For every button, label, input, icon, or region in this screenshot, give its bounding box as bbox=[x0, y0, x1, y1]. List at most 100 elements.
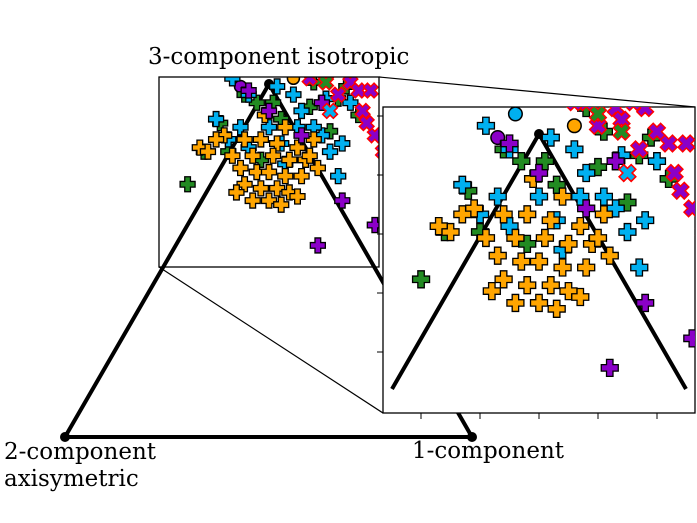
inset-point-x-90 bbox=[647, 122, 667, 142]
inset-point-plus-46 bbox=[541, 211, 560, 230]
inset-point-plus-51 bbox=[559, 234, 578, 254]
inset-point-plus-5 bbox=[554, 82, 571, 99]
inset-ticks bbox=[377, 115, 658, 419]
main-point-plus-55 bbox=[260, 163, 278, 181]
vertex-left bbox=[60, 432, 70, 442]
inset-point-plus-47 bbox=[571, 216, 590, 236]
inset-point-plus-44 bbox=[494, 205, 513, 224]
inset-point-x-86 bbox=[623, 107, 643, 112]
main-point-plus-81 bbox=[260, 102, 278, 120]
vertex-right bbox=[467, 432, 477, 442]
inset-point-x-92 bbox=[677, 134, 695, 153]
zoom-region-box bbox=[158, 76, 380, 268]
barycentric-triangle bbox=[63, 82, 474, 439]
inset-vertex-top bbox=[534, 129, 544, 139]
inset-content bbox=[390, 70, 695, 390]
main-point-plus-59 bbox=[252, 180, 270, 197]
main-point-plus-62 bbox=[244, 192, 261, 209]
main-point-plus-66 bbox=[207, 131, 225, 148]
inset-point-plus-68 bbox=[553, 187, 572, 206]
inset-point-plus-3 bbox=[542, 70, 559, 87]
inset-point-plus-60 bbox=[541, 276, 560, 295]
inset-point-plus-30 bbox=[529, 187, 549, 206]
inset-point-x-84 bbox=[576, 107, 596, 112]
main-point-plus-79 bbox=[309, 237, 326, 254]
inset-point-plus-66 bbox=[453, 205, 472, 224]
inset-point-plus-63 bbox=[529, 293, 549, 313]
inset-point-x-103 bbox=[618, 163, 637, 183]
main-point-plus-54 bbox=[248, 163, 265, 181]
inset-point-plus-36 bbox=[635, 211, 655, 230]
inset-point-plus-80 bbox=[500, 134, 519, 153]
inset-point-plus-49 bbox=[506, 228, 525, 248]
main-point-plus-58 bbox=[236, 176, 253, 193]
inset-point-plus-77 bbox=[683, 329, 695, 348]
inset-point-plus-54 bbox=[512, 252, 531, 271]
inset-point-plus-69 bbox=[588, 228, 608, 248]
main-point-x-91 bbox=[350, 82, 367, 99]
main-point-circle-1 bbox=[286, 77, 301, 86]
main-point-plus-30 bbox=[260, 119, 278, 136]
main-point-plus-80 bbox=[240, 82, 257, 99]
inset-point-circle-0 bbox=[507, 107, 523, 122]
label-left-vertex-line1: 2-component bbox=[4, 439, 157, 465]
inset-point-plus-37 bbox=[647, 152, 667, 171]
inset-scatter-group bbox=[411, 70, 695, 378]
inset-point-plus-19 bbox=[411, 270, 431, 289]
inset-point-x-93 bbox=[629, 140, 649, 159]
main-point-plus-51 bbox=[281, 151, 298, 168]
inset-point-plus-81 bbox=[529, 163, 549, 183]
inset-point-plus-64 bbox=[547, 299, 566, 318]
main-point-plus-35 bbox=[321, 143, 339, 160]
inset-point-plus-53 bbox=[488, 246, 507, 265]
inset-point-plus-62 bbox=[506, 293, 525, 313]
inset-point-plus-56 bbox=[553, 258, 572, 277]
inset-point-plus-4 bbox=[525, 88, 542, 105]
inset-point-x-91 bbox=[659, 134, 679, 153]
main-point-plus-82 bbox=[293, 127, 310, 144]
inset-point-plus-72 bbox=[594, 205, 614, 224]
main-point-x-94 bbox=[354, 102, 371, 120]
inset-point-x-102 bbox=[612, 122, 631, 142]
label-right-vertex: 1-component bbox=[412, 438, 565, 464]
main-point-plus-28 bbox=[207, 110, 225, 128]
main-point-plus-64 bbox=[273, 196, 290, 213]
main-point-plus-42 bbox=[330, 167, 347, 185]
main-point-plus-26 bbox=[285, 86, 302, 103]
inset-point-x-85 bbox=[606, 107, 626, 118]
inset-point-plus-28 bbox=[453, 175, 472, 194]
inset-point-plus-48 bbox=[476, 228, 496, 248]
main-point-plus-60 bbox=[268, 180, 286, 197]
inset-point-x-87 bbox=[635, 107, 655, 118]
inset-point-plus-45 bbox=[518, 205, 537, 224]
inset-point-plus-39 bbox=[594, 187, 614, 206]
inset-point-plus-25 bbox=[541, 128, 560, 147]
main-point-plus-56 bbox=[277, 167, 294, 185]
main-point-plus-53 bbox=[232, 159, 249, 177]
inset-point-x-94 bbox=[665, 163, 684, 183]
main-point-plus-46 bbox=[268, 135, 286, 152]
inset-point-plus-50 bbox=[535, 228, 555, 248]
inset-point-plus-26 bbox=[565, 140, 584, 159]
inset-point-plus-38 bbox=[577, 163, 596, 183]
inset-point-plus-57 bbox=[577, 258, 596, 277]
inset-point-plus-70 bbox=[482, 281, 501, 301]
main-point-plus-23 bbox=[224, 77, 241, 87]
main-point-plus-77 bbox=[366, 216, 379, 234]
main-point-plus-74 bbox=[309, 159, 326, 177]
main-point-plus-47 bbox=[289, 139, 306, 156]
main-point-plus-76 bbox=[334, 192, 351, 209]
main-point-x-93 bbox=[329, 86, 347, 103]
main-point-x-103 bbox=[321, 102, 339, 120]
inset-point-plus-58 bbox=[494, 270, 513, 289]
inset-point-plus-82 bbox=[577, 199, 596, 218]
inset-point-plus-59 bbox=[518, 276, 537, 295]
main-point-plus-57 bbox=[293, 167, 310, 185]
inset-point-plus-74 bbox=[600, 246, 619, 265]
main-point-plus-44 bbox=[236, 131, 253, 148]
main-point-plus-71 bbox=[289, 188, 306, 205]
main-point-x-100 bbox=[358, 114, 376, 132]
main-point-plus-49 bbox=[244, 147, 261, 164]
inset-point-x-95 bbox=[682, 199, 695, 218]
